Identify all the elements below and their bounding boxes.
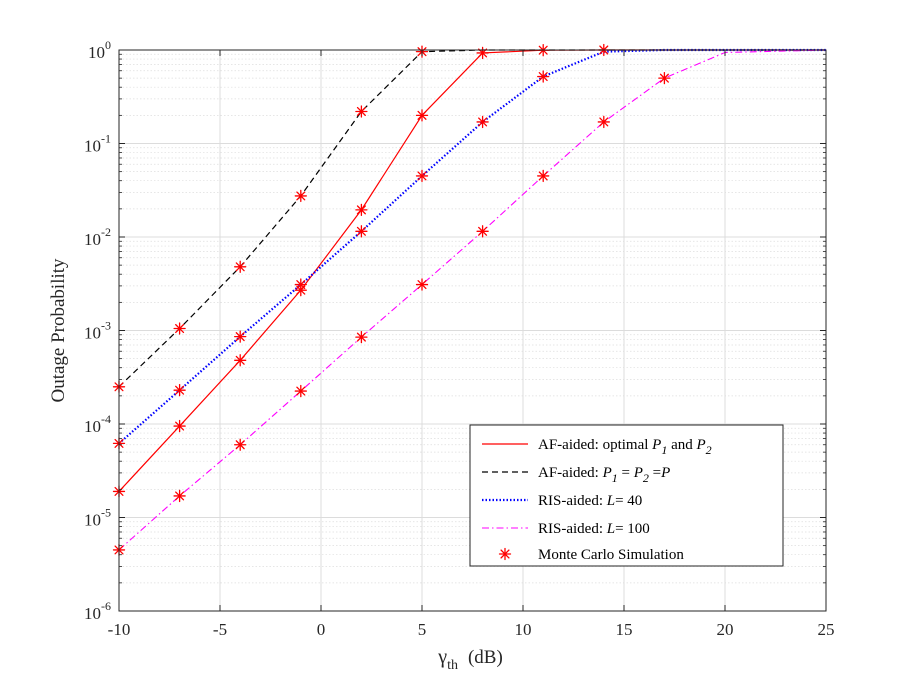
x-tick-label: 0: [317, 620, 326, 639]
y-tick-label: 10-6: [84, 599, 111, 623]
monte-carlo-marker: [173, 322, 186, 335]
x-axis-label-symbol: γ: [437, 646, 447, 668]
x-tick-label: 25: [818, 620, 835, 639]
monte-carlo-marker: [355, 105, 368, 118]
y-tick-label-exponent: -2: [101, 225, 111, 239]
monte-carlo-marker: [415, 109, 429, 122]
monte-carlo-marker: [234, 354, 247, 367]
x-tick-labels: -10 -5 0 5 10 15 20 25: [108, 620, 835, 639]
monte-carlo-marker: [597, 115, 610, 129]
monte-carlo-marker: [415, 169, 429, 183]
x-tick-label: 20: [717, 620, 734, 639]
y-axis-label: Outage Probability: [48, 258, 69, 403]
x-axis-label: γth (dB): [437, 646, 503, 673]
legend-swatch-monte-carlo: [498, 547, 512, 561]
y-tick-label: 10-2: [84, 225, 111, 249]
legend: AF-aided: optimal P1 and P2 AF-aided: P1 …: [469, 424, 784, 567]
y-tick-label-base: 10: [84, 511, 101, 530]
legend-box: [469, 424, 784, 567]
x-tick-label: -10: [108, 620, 131, 639]
monte-carlo-marker: [355, 225, 368, 238]
x-axis-label-unit: (dB): [468, 647, 503, 668]
y-tick-label-exponent: -6: [101, 599, 111, 613]
y-tick-label-exponent: -4: [101, 412, 111, 426]
monte-carlo-marker: [415, 278, 429, 291]
x-axis-label-subscript: th: [447, 658, 458, 673]
monte-carlo-marker: [294, 278, 307, 291]
y-tick-label-exponent: 0: [105, 38, 111, 52]
y-tick-label-base: 10: [84, 417, 101, 436]
monte-carlo-marker: [658, 71, 671, 85]
monte-carlo-marker: [294, 189, 307, 203]
y-tick-label-base: 10: [84, 324, 101, 343]
monte-carlo-marker: [173, 489, 186, 503]
monte-carlo-marker: [537, 70, 550, 83]
monte-carlo-marker: [355, 203, 368, 217]
x-tick-label: 15: [616, 620, 633, 639]
monte-carlo-marker: [476, 46, 489, 60]
monte-carlo-marker: [234, 438, 247, 451]
monte-carlo-marker: [355, 330, 368, 344]
y-tick-label-base: 10: [84, 604, 101, 623]
legend-label-af-equal: AF-aided: P1 = P2 =P: [538, 465, 670, 485]
y-tick-label-base: 10: [84, 137, 101, 156]
monte-carlo-marker: [234, 260, 247, 273]
monte-carlo-marker: [476, 225, 489, 238]
y-tick-label: 100: [88, 38, 111, 62]
y-tick-label: 10-5: [84, 506, 111, 530]
y-tick-label: 10-1: [84, 132, 111, 156]
axis-ticks: [118, 49, 827, 612]
y-tick-label-exponent: -1: [101, 132, 111, 146]
monte-carlo-marker: [234, 330, 247, 343]
y-tick-label-exponent: -3: [101, 319, 111, 333]
legend-label-monte-carlo: Monte Carlo Simulation: [538, 547, 684, 563]
legend-label-ris-l40: RIS-aided: L= 40: [538, 493, 642, 509]
x-tick-label: 5: [418, 620, 427, 639]
x-tick-label: 10: [515, 620, 532, 639]
legend-label-af-optimal: AF-aided: optimal P1 and P2: [538, 437, 712, 457]
y-tick-label: 10-3: [84, 319, 111, 343]
monte-carlo-marker: [537, 169, 550, 183]
y-tick-label-base: 10: [88, 43, 105, 62]
legend-label-ris-l100: RIS-aided: L= 100: [538, 521, 650, 537]
monte-carlo-marker: [294, 384, 307, 398]
y-tick-label-base: 10: [84, 230, 101, 249]
marker-layer: [112, 43, 671, 557]
y-tick-label-exponent: -5: [101, 506, 111, 520]
series-line-ris-l100: [118, 49, 827, 551]
monte-carlo-marker: [173, 384, 186, 397]
monte-carlo-marker: [476, 115, 489, 129]
x-tick-label: -5: [213, 620, 227, 639]
monte-carlo-marker: [173, 419, 186, 433]
y-tick-label: 10-4: [84, 412, 111, 436]
